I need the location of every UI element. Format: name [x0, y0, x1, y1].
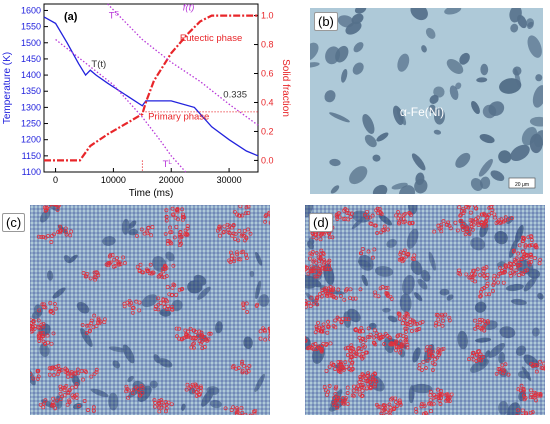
chart-annotation: f(t)	[183, 2, 195, 13]
y-right-tick-label: 0.2	[261, 126, 274, 136]
y-right-tick-label: 0.6	[261, 69, 274, 79]
y-axis-label-right: Solid fraction	[280, 59, 291, 117]
y-left-tick-label: 1400	[21, 70, 41, 80]
grid-overlay-d: (d)	[294, 197, 549, 424]
chart-panel-label: (a)	[64, 11, 78, 23]
y-right-tick-label: 0.8	[261, 40, 274, 50]
x-tick-label: 10000	[101, 175, 126, 185]
chart-annotation: 0.335	[223, 90, 247, 101]
plot-area	[43, 3, 259, 173]
y-left-tick-label: 1200	[21, 135, 41, 145]
y-axis-label-left: Temperature (K)	[2, 52, 13, 124]
scale-bar	[508, 177, 536, 189]
y-right-tick-label: 1.0	[261, 11, 274, 21]
panel-c-label: (c)	[2, 213, 26, 232]
x-axis-label: Time (ms)	[129, 188, 174, 199]
solidification-chart: 1100 1150 1200 1250 1300 1350 1400 1450 1500 1550…	[2, 2, 291, 199]
grid-overlay-c-image	[19, 199, 279, 421]
grid-overlay-d-image	[294, 197, 549, 424]
y-right-tick-label: 0.4	[261, 97, 274, 107]
panel-b-label: (b)	[314, 12, 338, 31]
series-line	[55, 38, 187, 173]
series-line	[44, 14, 258, 162]
panel-d-label: (d)	[309, 213, 333, 232]
chart-annotation: Primary phase	[148, 112, 209, 123]
chart-annotation: Eutectic phase	[180, 33, 242, 44]
y-left-tick-label: 1100	[22, 167, 41, 177]
chart-annotation: T(t)	[91, 59, 106, 70]
y-left-tick-label: 1350	[21, 86, 41, 96]
y-left-tick-label: 1150	[22, 151, 41, 161]
x-tick-label: 20000	[159, 175, 184, 185]
grid-overlay-c: (c)	[2, 199, 279, 421]
y-left-tick-label: 1300	[21, 102, 41, 112]
y-left-tick-label: 1450	[21, 54, 41, 64]
y-left-tick-label: 1550	[21, 22, 41, 32]
y-left-tick-label: 1250	[21, 119, 41, 129]
series-line	[43, 16, 259, 157]
micrograph-b-image: α-Fe(Ni) 20 μm	[301, 3, 550, 202]
phase-label: α-Fe(Ni)	[400, 105, 444, 119]
y-left-tick-label: 1500	[21, 38, 41, 48]
chart-annotation: TL	[163, 159, 173, 171]
x-tick-label: 30000	[217, 175, 242, 185]
x-tick-label: 0	[53, 175, 58, 185]
scale-bar-label: 20 μm	[515, 182, 529, 188]
chart-annotation: TS	[109, 10, 120, 22]
y-left-tick-label: 1600	[21, 5, 41, 15]
micrograph-b: α-Fe(Ni) 20 μm (b)	[301, 3, 550, 202]
y-right-tick-label: 0.0	[261, 155, 274, 165]
